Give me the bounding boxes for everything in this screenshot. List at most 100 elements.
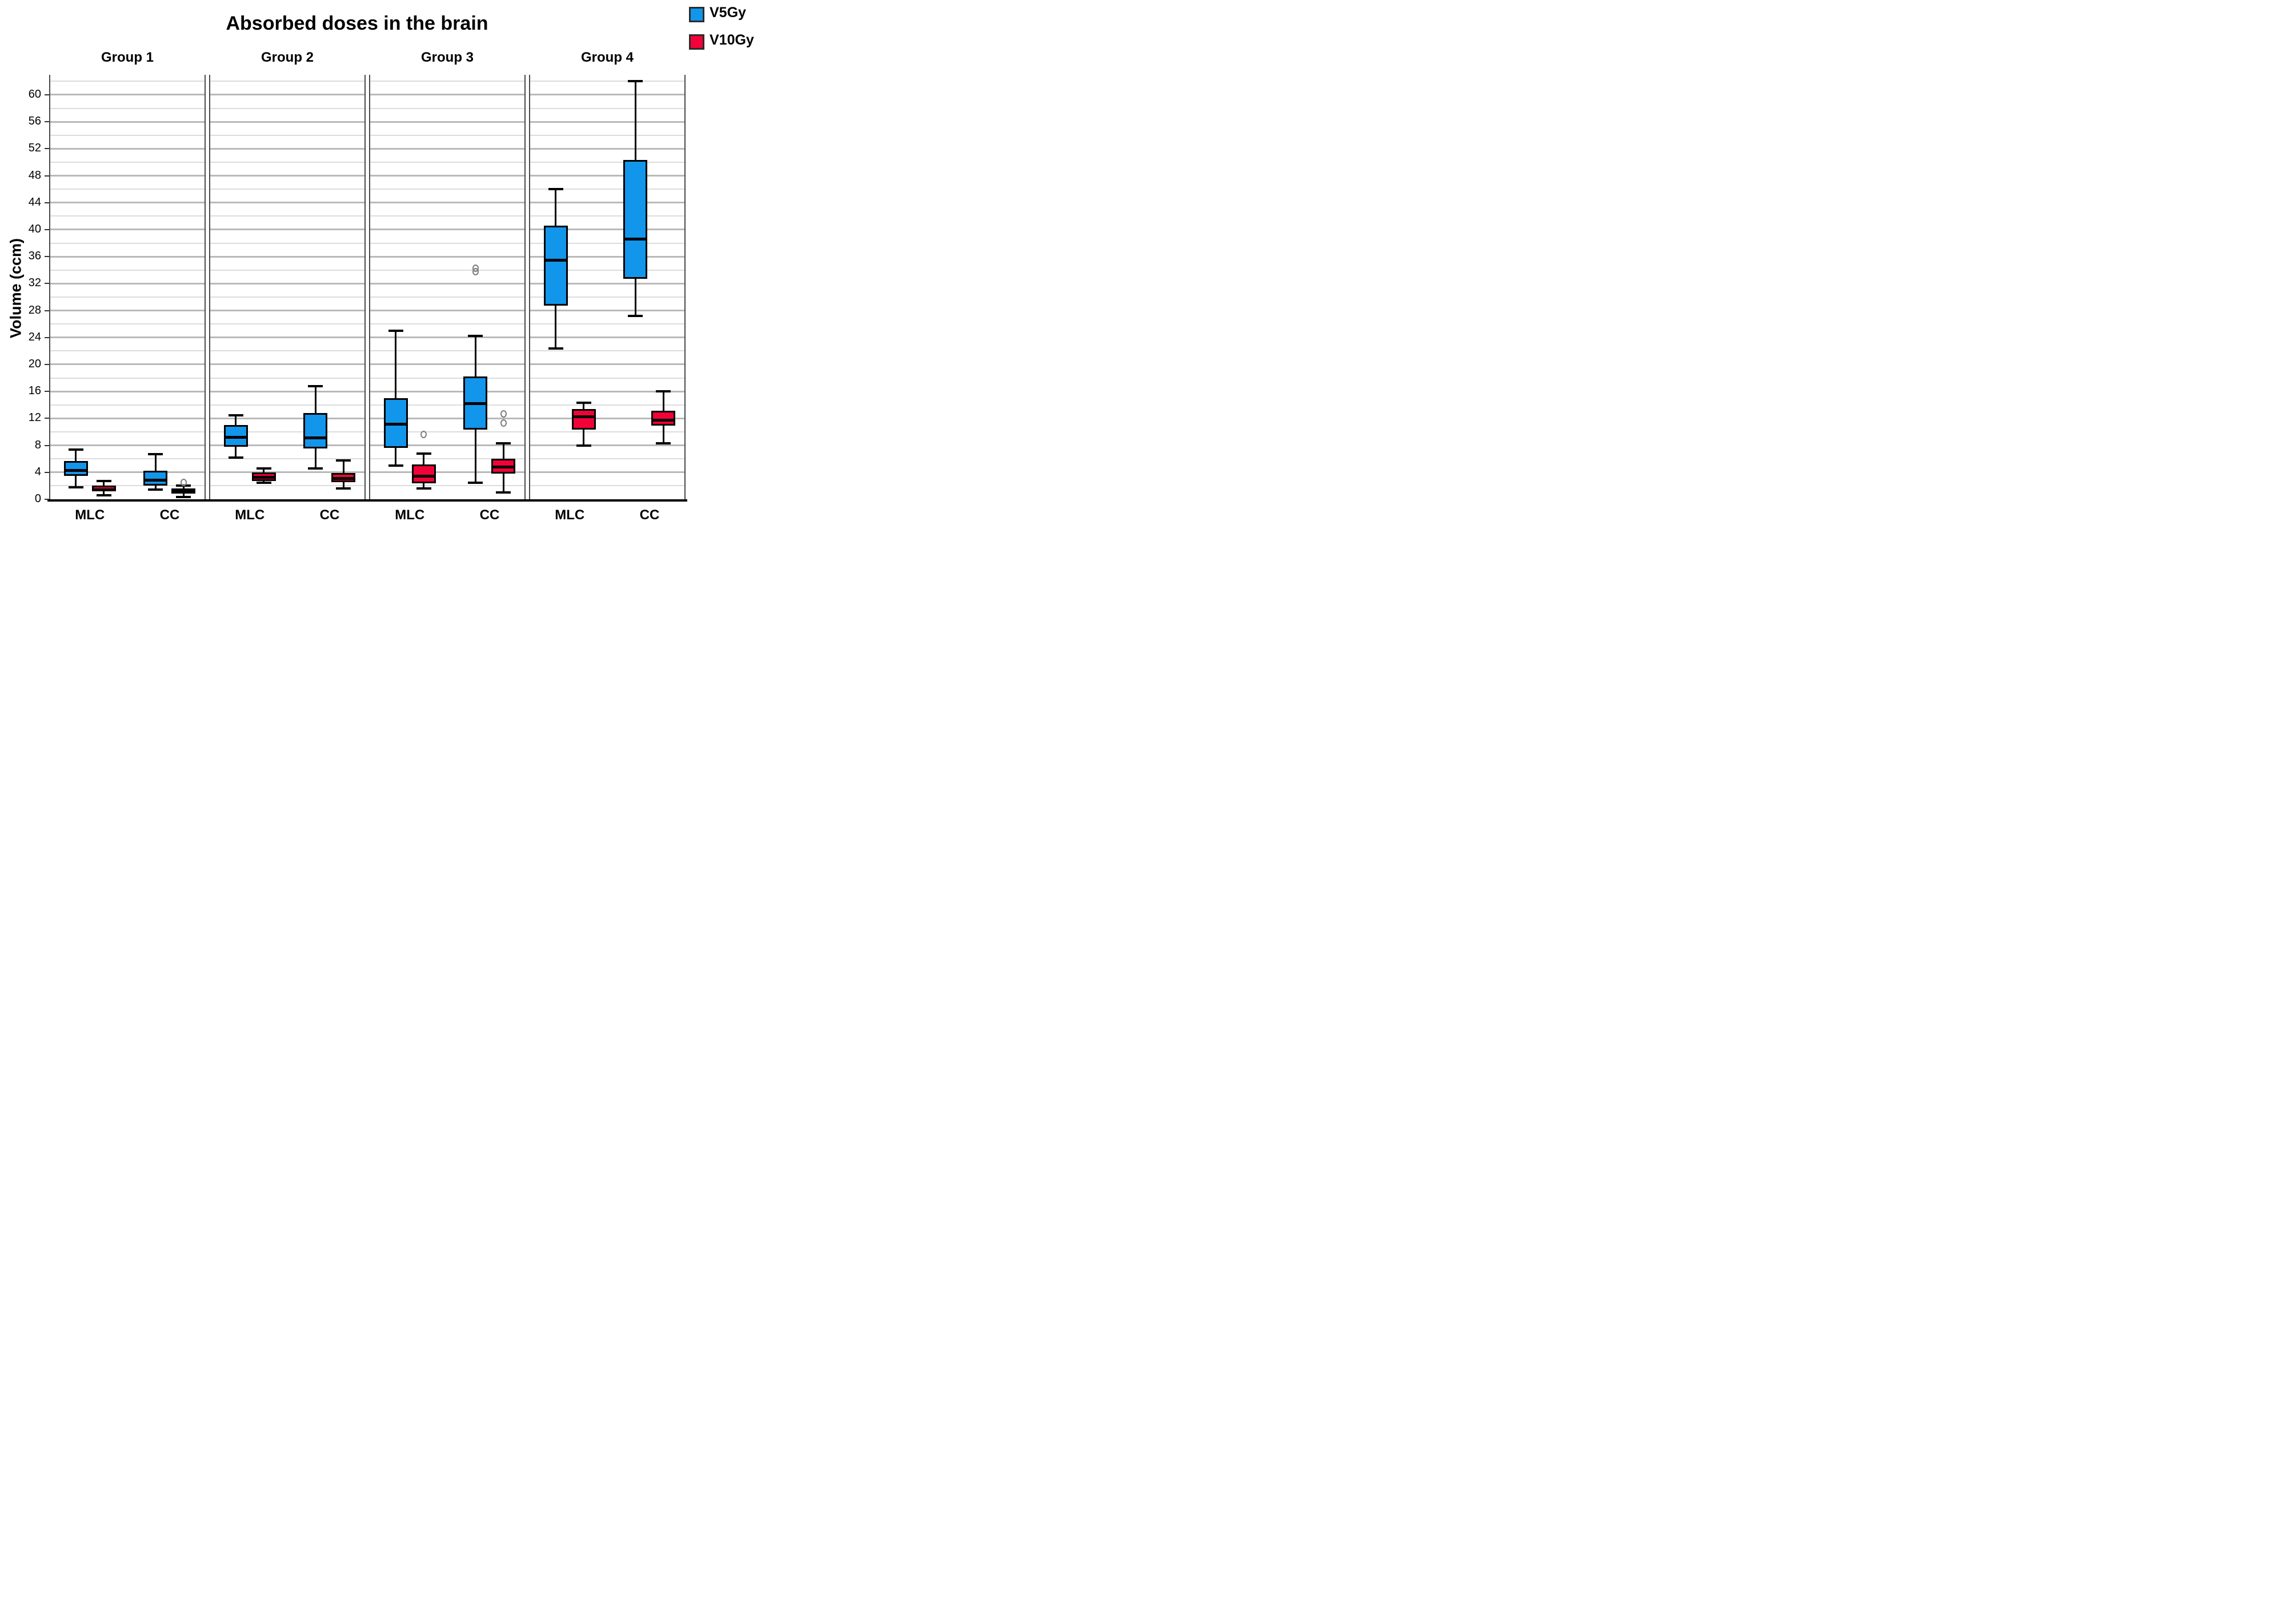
gridline bbox=[370, 310, 524, 312]
median-line bbox=[173, 490, 195, 493]
gridline bbox=[50, 323, 205, 325]
gridline bbox=[50, 350, 205, 352]
median-line bbox=[572, 415, 595, 418]
y-tick bbox=[45, 283, 49, 284]
gridline bbox=[50, 242, 205, 244]
gridline bbox=[210, 282, 364, 284]
median-line bbox=[544, 258, 567, 262]
gridline bbox=[370, 269, 524, 271]
gridline bbox=[370, 377, 524, 379]
gridline bbox=[50, 296, 205, 298]
gridline bbox=[210, 94, 364, 96]
gridline bbox=[210, 471, 364, 474]
y-tick bbox=[45, 121, 49, 123]
whisker-cap bbox=[96, 480, 111, 483]
gridline bbox=[210, 485, 364, 487]
median-line bbox=[492, 465, 515, 468]
gridline bbox=[530, 107, 684, 109]
y-tick-label: 28 bbox=[28, 303, 41, 316]
gridline bbox=[530, 417, 684, 419]
gridline bbox=[370, 471, 524, 474]
gridline bbox=[370, 134, 524, 136]
whisker-cap bbox=[468, 481, 483, 484]
boxplot-figure: Absorbed doses in the brain V5Gy V10Gy V… bbox=[0, 0, 766, 534]
y-tick bbox=[45, 499, 49, 500]
gridline bbox=[50, 471, 205, 474]
facet-title: Group 3 bbox=[420, 49, 474, 65]
box-group-3-cc-v10gy bbox=[491, 458, 516, 474]
median-line bbox=[65, 469, 87, 472]
whisker-cap bbox=[576, 402, 591, 404]
gridline bbox=[370, 229, 524, 231]
y-tick bbox=[45, 364, 49, 365]
y-tick bbox=[45, 471, 49, 473]
gridline bbox=[210, 336, 364, 339]
gridline bbox=[530, 282, 684, 284]
box-group-3-mlc-v5gy bbox=[383, 398, 408, 448]
gridline bbox=[370, 147, 524, 150]
box-group-3-mlc-v10gy bbox=[411, 464, 436, 483]
gridline bbox=[50, 202, 205, 204]
whisker-cap bbox=[308, 384, 323, 387]
y-tick-label: 56 bbox=[28, 115, 41, 128]
box-group-2-mlc-v5gy bbox=[223, 425, 248, 447]
gridline bbox=[370, 189, 524, 190]
gridline bbox=[530, 255, 684, 258]
y-tick bbox=[45, 202, 49, 203]
y-tick-label: 44 bbox=[28, 195, 41, 209]
whisker-cap bbox=[256, 482, 271, 484]
y-tick-label: 8 bbox=[34, 438, 41, 451]
gridline bbox=[50, 255, 205, 258]
gridline bbox=[530, 471, 684, 474]
y-tick bbox=[45, 94, 49, 95]
panel-group-1 bbox=[49, 74, 206, 499]
gridline bbox=[530, 81, 684, 82]
median-line bbox=[652, 418, 675, 422]
gridline bbox=[370, 282, 524, 284]
gridline bbox=[530, 161, 684, 163]
whisker-cap bbox=[228, 414, 243, 416]
gridline bbox=[210, 215, 364, 217]
gridline bbox=[50, 229, 205, 231]
x-category-label: CC bbox=[479, 507, 500, 523]
gridline bbox=[210, 202, 364, 204]
y-tick-label: 40 bbox=[28, 223, 41, 235]
whisker-cap bbox=[336, 487, 351, 490]
gridline bbox=[50, 404, 205, 406]
median-line bbox=[225, 436, 247, 439]
gridline bbox=[210, 147, 364, 150]
gridline bbox=[530, 189, 684, 190]
gridline bbox=[530, 134, 684, 136]
gridline bbox=[370, 215, 524, 217]
whisker-cap bbox=[496, 491, 511, 494]
median-line bbox=[304, 436, 327, 440]
y-tick-label: 20 bbox=[28, 358, 41, 370]
whisker-cap bbox=[416, 487, 431, 490]
gridline bbox=[530, 242, 684, 244]
whisker-cap bbox=[496, 442, 511, 445]
gridline bbox=[530, 229, 684, 231]
y-tick-label: 12 bbox=[28, 411, 41, 424]
gridline bbox=[50, 189, 205, 190]
y-tick-label: 48 bbox=[28, 169, 41, 182]
gridline bbox=[210, 229, 364, 231]
gridline bbox=[210, 296, 364, 298]
y-tick-label: 16 bbox=[28, 384, 41, 398]
gridline bbox=[530, 390, 684, 392]
gridline bbox=[530, 485, 684, 487]
box-group-4-cc-v5gy bbox=[623, 160, 648, 279]
gridline bbox=[210, 161, 364, 163]
gridline bbox=[50, 107, 205, 109]
gridline bbox=[370, 404, 524, 406]
x-category-label: CC bbox=[319, 507, 340, 523]
facet-title: Group 4 bbox=[580, 49, 634, 65]
gridline bbox=[370, 175, 524, 177]
gridline bbox=[210, 390, 364, 392]
x-category-label: MLC bbox=[75, 507, 105, 523]
gridline bbox=[370, 81, 524, 82]
gridline bbox=[530, 336, 684, 339]
median-line bbox=[93, 488, 115, 492]
gridline bbox=[210, 175, 364, 177]
gridline bbox=[50, 161, 205, 163]
gridline bbox=[530, 350, 684, 352]
